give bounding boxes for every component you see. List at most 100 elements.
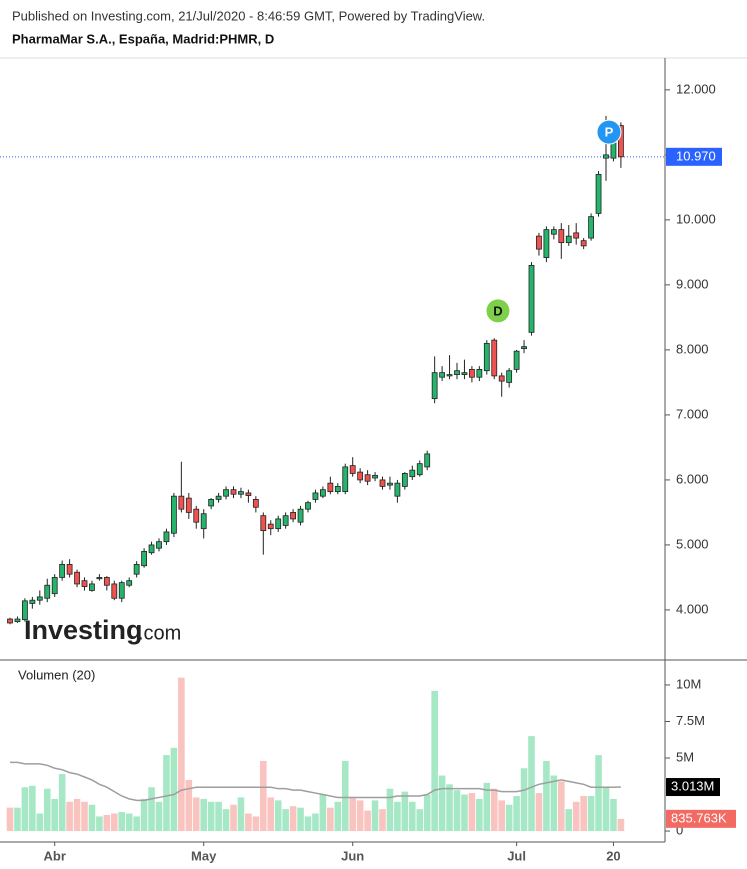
candle-body <box>200 513 207 530</box>
volume-bar <box>319 794 327 832</box>
volume-bar <box>36 813 44 832</box>
volume-bar <box>334 801 342 832</box>
volume-bar <box>207 801 215 832</box>
candle-body <box>327 482 334 493</box>
x-tick-label: May <box>191 848 217 863</box>
candle-body <box>21 600 28 621</box>
volume-bar <box>163 755 170 832</box>
candle-body <box>439 372 446 378</box>
last-price-badge <box>666 147 722 166</box>
volume-bar <box>267 797 275 832</box>
candle-body <box>29 599 36 604</box>
x-tick-label: 20 <box>606 848 620 863</box>
candle-body <box>118 582 125 599</box>
volume-bar <box>73 798 81 832</box>
candle-body <box>454 370 460 376</box>
volume-bar <box>364 810 371 832</box>
candle-body <box>565 235 572 244</box>
volume-bar <box>304 816 312 832</box>
candle-body <box>59 564 66 578</box>
candle-body <box>7 618 13 624</box>
volume-bar <box>349 797 356 832</box>
volume-bar <box>498 800 505 832</box>
volume-bar <box>6 807 14 832</box>
candle-body <box>74 571 80 585</box>
volume-bar <box>543 760 550 832</box>
candle-body <box>483 342 490 372</box>
y-tick-label: 7.5M <box>676 713 705 728</box>
volume-bar <box>29 785 36 832</box>
candle-body <box>334 486 341 493</box>
candle-body <box>81 580 88 587</box>
volume-bar <box>237 797 245 832</box>
candle-body <box>573 232 580 239</box>
volume-bar <box>617 818 625 832</box>
candle-body <box>312 492 319 500</box>
volume-bar <box>356 800 364 832</box>
volume-bar <box>133 816 140 832</box>
candle-body <box>170 495 177 534</box>
candle-body <box>394 482 401 497</box>
volume-bar <box>341 760 349 832</box>
volume-bar <box>21 787 29 832</box>
candle-body <box>372 474 378 479</box>
volume-bar <box>483 782 491 832</box>
volume-bar <box>401 791 409 832</box>
volume-bar <box>580 795 587 832</box>
volume-bar <box>513 795 520 832</box>
candle-body <box>148 544 155 554</box>
candle-body <box>111 583 118 599</box>
candle-body <box>282 515 289 526</box>
volume-bar <box>505 804 513 832</box>
volume-bar <box>468 793 476 832</box>
volume-bar <box>245 813 252 832</box>
candle-body <box>260 515 267 532</box>
candle-body <box>267 523 274 530</box>
published-note: Published on Investing.com, 21/Jul/2020 … <box>12 8 485 23</box>
volume-bar <box>51 798 58 832</box>
volume-bar <box>572 801 580 832</box>
volume-bar <box>103 814 111 832</box>
volume-bar <box>312 813 319 832</box>
candle-body <box>44 584 51 599</box>
candle-body <box>305 502 311 510</box>
last-price-label: 10.970 <box>676 148 716 163</box>
volume-bar <box>550 775 558 832</box>
candle-body <box>141 551 148 567</box>
volume-bar <box>125 813 133 832</box>
candle-body <box>506 370 513 383</box>
candle-body <box>290 512 297 520</box>
event-marker <box>596 119 622 145</box>
candle-body <box>96 577 103 580</box>
candle-body <box>498 375 505 382</box>
candle-body <box>36 596 43 601</box>
y-tick-label: 10M <box>676 676 701 691</box>
volume-bar <box>88 804 96 832</box>
volume-bar <box>58 774 66 832</box>
volume-bar <box>595 755 602 832</box>
candle-body <box>424 453 431 468</box>
candle-body <box>252 499 259 508</box>
value-badge <box>666 778 720 797</box>
volume-bar <box>371 800 379 832</box>
candle-body <box>491 339 498 377</box>
candle-body <box>245 492 252 496</box>
candle-body <box>223 489 229 497</box>
volume-bar <box>43 788 51 832</box>
volume-bar <box>178 677 185 832</box>
volume-bar <box>461 794 468 832</box>
y-tick-label: 6.000 <box>676 471 709 486</box>
volume-bar <box>535 793 543 832</box>
event-marker-label: P <box>605 125 614 140</box>
candle-body <box>595 173 602 214</box>
candle-body <box>409 469 416 478</box>
candle-body <box>156 541 162 549</box>
candle-body <box>193 508 200 523</box>
volume-bar <box>520 768 528 832</box>
candle-body <box>550 229 557 235</box>
candle-body <box>543 229 550 258</box>
volume-bar <box>170 747 178 832</box>
candle-body <box>238 491 244 495</box>
candle-body <box>416 463 423 476</box>
volume-bar <box>215 801 222 832</box>
